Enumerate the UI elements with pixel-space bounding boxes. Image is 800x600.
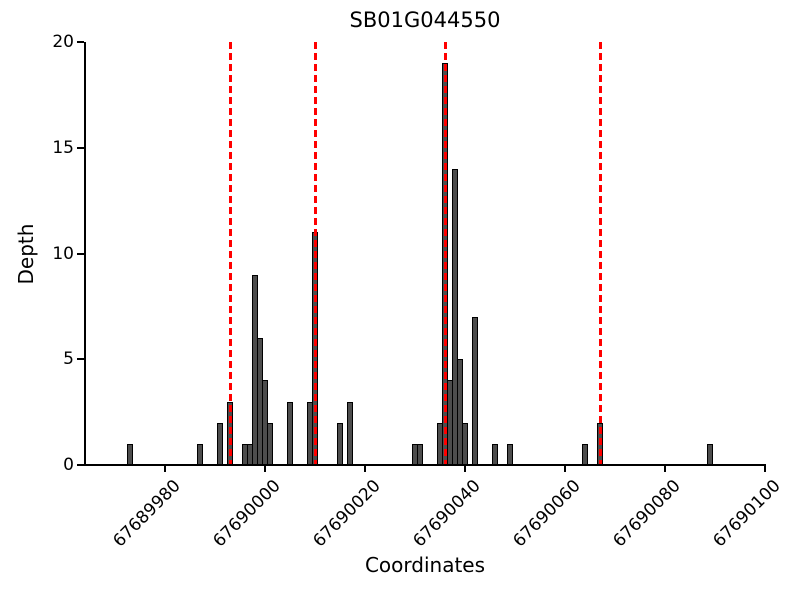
x-tick-label: 67690060 [509, 476, 586, 552]
red-dashed-vline [599, 42, 602, 465]
x-tick [364, 466, 366, 472]
x-tick [764, 466, 766, 472]
y-axis-line [84, 42, 86, 466]
x-tick-label: 67690000 [209, 476, 286, 552]
x-axis-label: Coordinates [364, 553, 486, 577]
y-tick [77, 464, 84, 466]
y-axis-label: Depth [14, 223, 38, 285]
y-tick [77, 253, 84, 255]
y-tick-label: 0 [63, 455, 74, 475]
x-axis-line [84, 464, 766, 466]
x-tick [264, 466, 266, 472]
x-tick [664, 466, 666, 472]
x-tick [564, 466, 566, 472]
y-tick-label: 10 [52, 244, 74, 264]
y-tick-label: 15 [52, 138, 74, 158]
x-tick [464, 466, 466, 472]
red-dashed-vline [314, 42, 317, 465]
x-tick-label: 67690040 [409, 476, 486, 552]
y-tick [77, 147, 84, 149]
y-tick-label: 5 [63, 349, 74, 369]
y-tick [77, 41, 84, 43]
y-tick [77, 358, 84, 360]
x-tick-label: 67690100 [709, 476, 786, 552]
x-tick [164, 466, 166, 472]
red-dashed-vline [229, 42, 232, 465]
red-dashed-vline [444, 42, 447, 465]
x-tick-label: 67690080 [609, 476, 686, 552]
x-tick-label: 67690020 [309, 476, 386, 552]
y-tick-label: 20 [52, 32, 74, 52]
x-tick-label: 67689980 [109, 476, 186, 552]
chart-title: SB01G044550 [349, 8, 501, 32]
